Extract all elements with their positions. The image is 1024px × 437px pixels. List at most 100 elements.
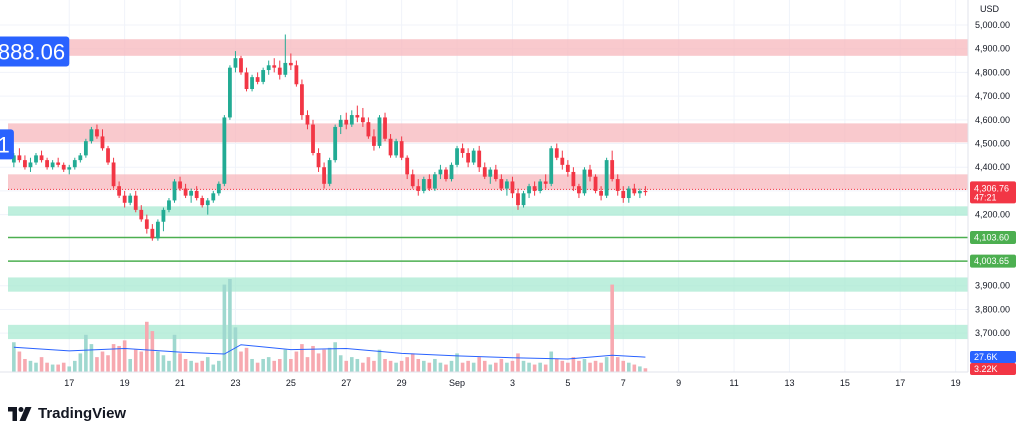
candle [205,198,210,215]
price-target-label[interactable]: 4,496.61 [0,129,14,160]
volume-bar [128,358,132,372]
candle [189,188,194,203]
volume-bar [233,327,238,372]
candle [261,67,266,85]
svg-text:4,103.60: 4,103.60 [974,232,1009,242]
volume-bar [593,360,598,372]
candle [222,115,227,187]
volume-bar [183,358,188,372]
candle [117,181,122,199]
y-tick-label: 4,500.00 [975,139,1010,149]
volume-bar [405,357,409,372]
candle [577,183,581,199]
candle [294,60,299,87]
y-tick-label: 4,400.00 [975,162,1010,172]
candle [488,167,493,184]
candle [250,74,254,92]
candle [178,176,182,191]
volume-bar [133,349,138,372]
volume-bar [333,342,337,372]
candle [499,174,504,191]
price-target-label[interactable]: 4,888.06 [0,36,70,67]
candle [333,124,338,163]
volume-bar [632,364,637,372]
candle [28,157,33,172]
candle [521,190,526,208]
candle [565,160,570,177]
volume-bar [577,360,581,372]
candle [311,119,315,156]
candle [167,198,171,213]
candle [144,214,149,234]
volume-bar [543,364,548,372]
x-tick-label: 23 [230,378,240,388]
candle [34,153,38,165]
volume-bar [239,351,243,372]
volume-bar [471,362,476,372]
candle [643,186,648,196]
volume-tag: 3.22K [970,363,1016,375]
y-tick-label: 4,600.00 [975,115,1010,125]
volume-bar [167,360,171,372]
volume-bar [106,355,110,372]
volume-bar [444,364,448,372]
candle [288,53,293,71]
y-tick-label: 3,800.00 [975,304,1010,314]
volume-bar [39,357,44,372]
volume-bar [510,360,515,372]
volume-bar [377,349,382,372]
candle [516,188,520,210]
volume-bar [327,347,332,372]
volume-bar [156,351,160,372]
volume-bar [349,357,354,372]
volume-bar [17,351,22,372]
volume-bar [161,355,166,372]
candle [133,190,138,213]
volume-bar [488,364,493,372]
volume-bar [67,366,72,372]
candle [244,67,249,92]
candle [532,181,537,196]
volume-bar [410,353,415,372]
x-tick-label: 27 [341,378,351,388]
candle [228,65,232,120]
volume-bar [449,360,454,372]
y-tick-label: 4,900.00 [975,44,1010,54]
candle [604,157,609,199]
candle [621,186,626,203]
x-tick-label: 29 [397,378,407,388]
volume-bar [621,360,626,372]
candle [438,164,443,180]
volume-bar [84,334,88,372]
volume-bar [438,362,443,372]
candle [482,162,487,180]
candle [211,190,216,203]
time-axis[interactable]: 17 19 21 23 25 27 29 Sep 3 5 7 9 11 13 15 17 19 [0,371,968,388]
volume-bar [416,358,421,372]
resistance-zone [8,39,968,56]
volume-bar [266,357,271,372]
candle [338,115,343,135]
volume-bar [422,360,426,372]
tradingview-logo[interactable]: TradingView [8,405,126,422]
candle [571,167,576,191]
volume-bar [538,362,542,372]
x-tick-label: 25 [286,378,296,388]
volume-bar [643,368,648,372]
volume-bar [372,360,376,372]
volume-bar [527,362,531,372]
candle [255,72,260,85]
candle [95,124,99,139]
volume-bar [117,345,121,372]
volume-bar [272,360,277,372]
volume-bar [261,358,265,372]
candle [610,150,615,182]
candle [493,164,498,182]
candle [444,167,448,182]
currency-label: USD [980,4,1000,14]
volume-bar [178,353,182,372]
volume-bar [294,351,299,372]
volume-bar [72,360,77,372]
candle [372,129,376,151]
